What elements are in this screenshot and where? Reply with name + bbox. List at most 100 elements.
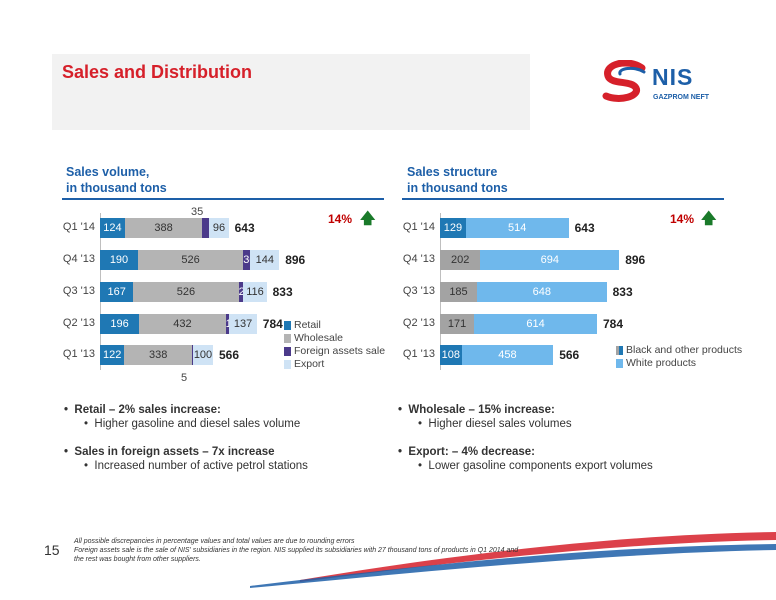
sales-structure-bar-segment: 614	[474, 314, 597, 334]
sales-structure-total-label: 784	[603, 317, 624, 331]
sales-volume-bar-segment	[202, 218, 210, 238]
left-chart-heading-line1: Sales volume,	[66, 165, 150, 179]
legend-swatch-black-products	[616, 346, 623, 355]
sales-structure-bar-segment: 648	[477, 282, 607, 302]
left-chart-rule	[62, 198, 384, 200]
legend-label-black-products: Black and other products	[626, 344, 743, 356]
sales-structure-bar-segment: 129	[440, 218, 466, 238]
sales-volume-bar-segment: 36	[243, 250, 255, 270]
logo-text: NIS	[652, 64, 694, 90]
bullet-foreign-sub: • Increased number of active petrol stat…	[84, 460, 308, 472]
left-foreign-bottom-label: 5	[181, 372, 188, 384]
sales-structure-bar-segment: 185	[440, 282, 477, 302]
sales-structure-total-label: 896	[625, 253, 646, 267]
sales-volume-total-label: 643	[234, 221, 255, 235]
sales-volume-bar-segment: 124	[100, 218, 125, 238]
legend-swatch-wholesale	[284, 334, 291, 343]
sales-volume-bar-segment: 116	[243, 282, 267, 302]
sales-volume-bar-segment: 137	[229, 314, 257, 334]
right-chart-rule	[402, 198, 724, 200]
sales-structure-category-label: Q1 '13	[402, 348, 435, 360]
right-chart-heading-line1: Sales structure	[407, 165, 498, 179]
left-chart-legend: Retail Wholesale Foreign assets sale Exp…	[284, 319, 385, 371]
sales-volume-category-label: Q1 '13	[62, 348, 95, 360]
logo-subtitle: GAZPROM NEFT	[653, 94, 709, 101]
bullet-wholesale-sub: • Higher diesel sales volumes	[418, 418, 572, 430]
sales-volume-bar-segment: 190	[100, 250, 138, 270]
legend-label-retail: Retail	[294, 319, 321, 331]
sales-structure-total-label: 833	[612, 285, 633, 299]
right-chart-legend: Black and other products White products	[616, 344, 742, 370]
footnote-line1: All possible discrepancies in percentage…	[74, 538, 355, 545]
footnote: All possible discrepancies in percentage…	[74, 537, 524, 564]
left-chart-heading-line2: in thousand tons	[66, 181, 167, 195]
sales-structure-category-label: Q4 '13	[402, 253, 435, 265]
legend-swatch-export	[284, 360, 291, 369]
sales-volume-bar-segment: 122	[100, 345, 125, 365]
left-bullets: • Retail – 2% sales increase: • Higher g…	[64, 404, 308, 488]
legend-item-white-products: White products	[616, 357, 742, 370]
sales-volume-bar-segment: 526	[138, 250, 244, 270]
legend-swatch-white-products	[616, 359, 623, 368]
sales-volume-bar-segment: 167	[100, 282, 134, 302]
sales-structure-category-label: Q3 '13	[402, 285, 435, 297]
footer-swoosh	[250, 532, 776, 588]
sales-volume-bar-segment: 196	[100, 314, 140, 334]
sales-structure-total-label: 643	[574, 221, 595, 235]
sales-volume-bar-segment: 432	[139, 314, 226, 334]
page-title: Sales and Distribution	[62, 62, 253, 82]
legend-item-wholesale: Wholesale	[284, 332, 385, 345]
bullet-retail-head: • Retail – 2% sales increase:	[64, 404, 221, 416]
sales-volume-total-label: 896	[285, 253, 306, 267]
sales-volume-category-label: Q2 '13	[62, 317, 95, 329]
left-chart-heading: Sales volume, in thousand tons	[66, 164, 167, 196]
sales-structure-bar-segment: 171	[440, 314, 475, 334]
left-growth-percent: 14%	[328, 212, 353, 226]
sales-volume-category-label: Q1 '14	[62, 221, 95, 233]
sales-structure-bar-segment: 108	[440, 345, 462, 365]
left-growth-arrow-icon: 🡅	[360, 210, 376, 227]
legend-item-foreign-assets: Foreign assets sale	[284, 345, 385, 358]
sales-structure-bar-segment: 514	[465, 218, 569, 238]
sales-volume-bar-segment: 96	[209, 218, 229, 238]
sales-structure-total-label: 566	[559, 348, 580, 362]
legend-item-black-products: Black and other products	[616, 344, 742, 357]
sales-structure-category-label: Q1 '14	[402, 221, 435, 233]
legend-swatch-retail	[284, 321, 291, 330]
right-chart-heading: Sales structure in thousand tons	[407, 164, 508, 196]
sales-volume-total-label: 784	[262, 317, 283, 331]
bullet-retail-sub: • Higher gasoline and diesel sales volum…	[84, 418, 301, 430]
legend-swatch-foreign-assets	[284, 347, 291, 356]
title-banner	[52, 54, 530, 130]
sales-structure-bar-segment: 202	[440, 250, 481, 270]
right-chart-heading-line2: in thousand tons	[407, 181, 508, 195]
sales-volume-category-label: Q4 '13	[62, 253, 95, 265]
legend-label-wholesale: Wholesale	[294, 332, 344, 344]
sales-volume-bar-segment: 338	[124, 345, 192, 365]
bullet-foreign-head: • Sales in foreign assets – 7x increase	[64, 446, 275, 458]
bullet-export-sub: • Lower gasoline components export volum…	[418, 460, 653, 472]
nis-logo-mark-icon	[602, 60, 646, 102]
right-growth-arrow-icon: 🡅	[701, 210, 717, 227]
sales-structure-bar-segment: 694	[480, 250, 620, 270]
sales-structure-bar-segment: 458	[461, 345, 554, 365]
legend-item-retail: Retail	[284, 319, 385, 332]
sales-volume-bar-segment	[192, 345, 193, 365]
legend-item-export: Export	[284, 358, 385, 371]
page-number: 15	[44, 542, 60, 558]
sales-volume-bar-segment: 100	[193, 345, 213, 365]
nis-logo: NIS GAZPROM NEFT	[598, 58, 728, 108]
legend-label-export: Export	[294, 358, 325, 370]
sales-volume-total-label: 566	[219, 348, 240, 362]
sales-volume-category-label: Q3 '13	[62, 285, 95, 297]
footnote-line2: Foreign assets sale is the sale of NIS' …	[74, 547, 519, 563]
legend-label-white-products: White products	[626, 357, 697, 369]
sales-structure-category-label: Q2 '13	[402, 317, 435, 329]
sales-volume-bar-segment: 526	[133, 282, 239, 302]
sales-volume-bar-segment: 388	[124, 218, 203, 238]
legend-label-foreign-assets: Foreign assets sale	[294, 345, 386, 357]
sales-volume-total-label: 833	[272, 285, 293, 299]
bullet-wholesale-head: • Wholesale – 15% increase:	[398, 404, 555, 416]
sales-volume-bar-segment: 144	[250, 250, 280, 270]
bullet-export-head: • Export: – 4% decrease:	[398, 446, 535, 458]
